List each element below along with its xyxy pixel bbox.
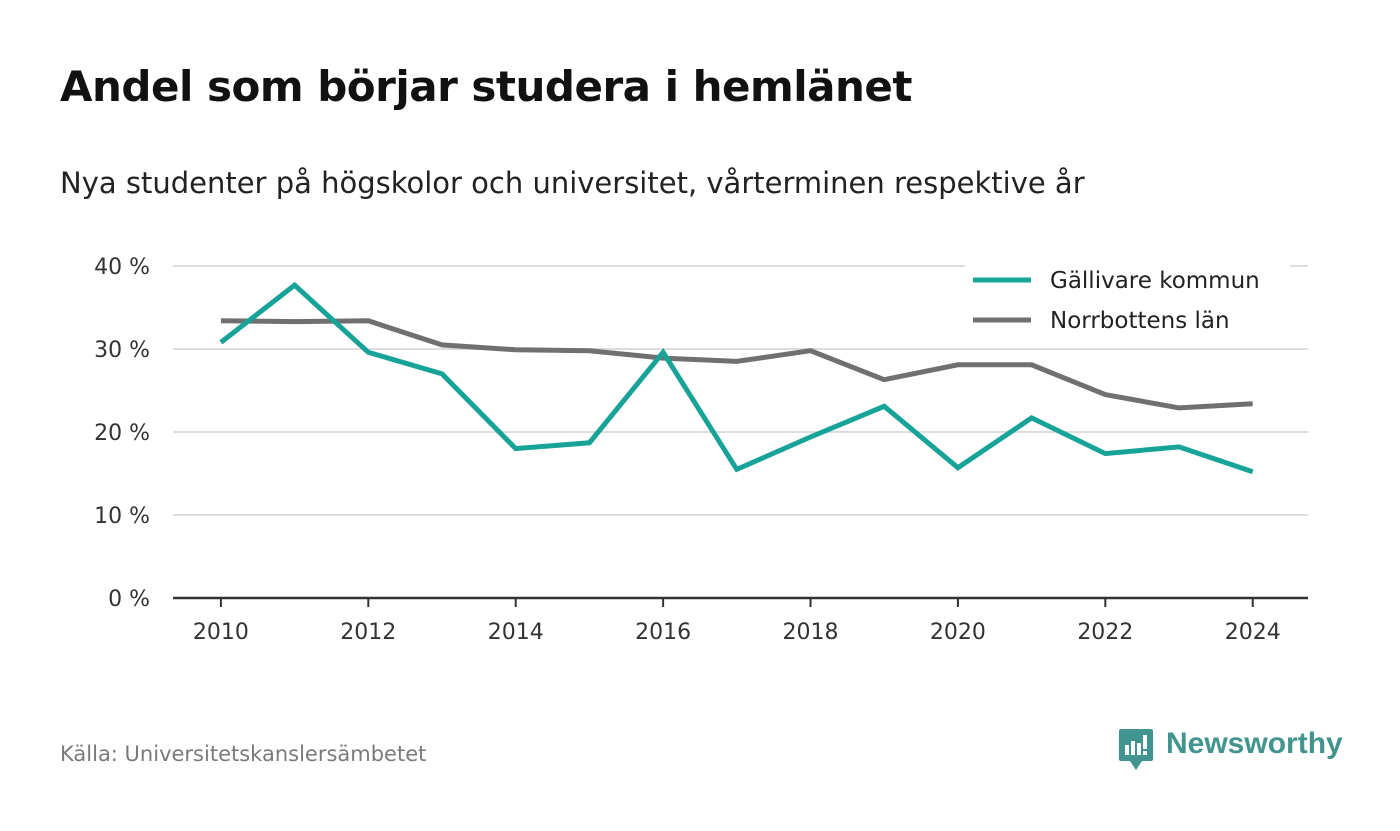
brand-name: Newsworthy (1166, 727, 1343, 760)
x-tick-label: 2014 (488, 620, 544, 645)
y-tick-label: 40 % (94, 255, 150, 280)
chart-title: Andel som börjar studera i hemlänet (60, 62, 913, 111)
x-tick-label: 2022 (1077, 620, 1133, 645)
line-chart: 0 % 10 % 20 % 30 % 40 % 2010 2012 2014 2016 2018 2… (94, 255, 1308, 645)
brand-logo[interactable]: Newsworthy (1118, 727, 1343, 773)
x-tick-label: 2016 (635, 620, 691, 645)
x-tick-label: 2010 (193, 620, 249, 645)
newsworthy-logo-icon (1119, 729, 1153, 770)
x-tick-label: 2020 (930, 620, 986, 645)
chart-subtitle: Nya studenter på högskolor och universit… (60, 166, 1085, 200)
series-line-1 (220, 318, 1253, 411)
legend-label: Norrbottens län (1050, 308, 1230, 334)
legend-background (965, 262, 1290, 346)
y-tick-label: 10 % (94, 504, 150, 529)
y-tick-label: 20 % (94, 421, 150, 446)
source-note: Källa: Universitetskanslersämbetet (60, 742, 427, 766)
y-tick-label: 30 % (94, 338, 150, 363)
x-tick-label: 2024 (1225, 620, 1281, 645)
x-tick-label: 2012 (340, 620, 396, 645)
legend-label: Gällivare kommun (1050, 268, 1260, 294)
y-tick-label: 0 % (108, 587, 150, 612)
x-tick-label: 2018 (783, 620, 839, 645)
series-line-0 (219, 281, 1254, 475)
